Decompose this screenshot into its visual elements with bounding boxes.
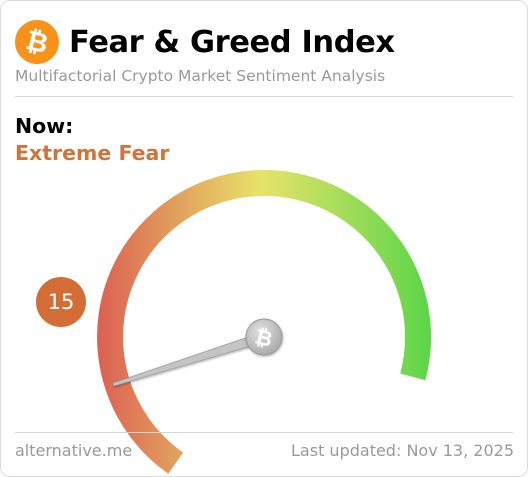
hub-bitcoin-glyph: ₿ <box>253 324 275 351</box>
gauge-arc <box>97 170 432 474</box>
page-subtitle: Multifactorial Crypto Market Sentiment A… <box>15 67 386 85</box>
header-divider <box>15 96 513 97</box>
now-label: Now: <box>15 114 74 138</box>
page-title: Fear & Greed Index <box>69 24 395 60</box>
last-updated: Last updated: Nov 13, 2025 <box>291 441 514 460</box>
header: ₿ Fear & Greed Index <box>10 15 395 69</box>
bitcoin-icon: ₿ <box>245 318 283 356</box>
footer-divider <box>15 432 513 433</box>
source-link[interactable]: alternative.me <box>15 441 133 460</box>
sentiment-classification: Extreme Fear <box>15 141 170 165</box>
gauge-needle <box>112 331 267 387</box>
index-value-badge: 15 <box>36 277 86 327</box>
index-value: 15 <box>47 290 75 314</box>
